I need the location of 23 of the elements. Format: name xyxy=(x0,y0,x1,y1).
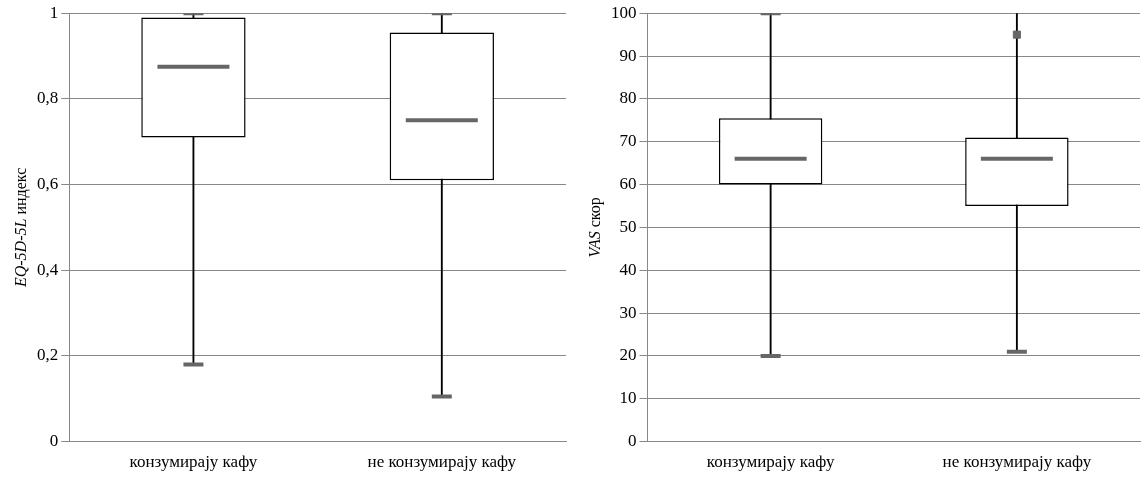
y-tick-label: 50 xyxy=(619,216,637,236)
y-tick-label: 0,6 xyxy=(37,174,59,194)
y-tick-label: 80 xyxy=(619,88,637,108)
y-tick-label: 0 xyxy=(49,431,59,451)
y-tick-label: 40 xyxy=(619,259,637,279)
x-tick-label: не конзумирају кафу xyxy=(367,452,517,472)
y-axis-title: VAS скор xyxy=(586,197,605,258)
y-axis-title: EQ-5D-5L индекс xyxy=(12,167,31,289)
y-tick-label: 0,8 xyxy=(37,88,59,108)
y-tick-label: 100 xyxy=(611,2,637,22)
x-tick-label: конзумирају кафу xyxy=(129,452,258,472)
y-tick-label: 60 xyxy=(619,174,637,194)
y-tick-label: 30 xyxy=(619,302,637,322)
y-tick-label: 90 xyxy=(619,45,637,65)
y-tick-label: 0,2 xyxy=(37,345,59,365)
y-tick-label: 0,4 xyxy=(37,259,59,279)
y-tick-label: 20 xyxy=(619,345,637,365)
x-tick-label: конзумирају кафу xyxy=(706,452,835,472)
y-tick-label: 0 xyxy=(628,431,637,451)
y-tick-label: 1 xyxy=(49,2,59,22)
y-tick-label: 70 xyxy=(619,131,637,151)
y-tick-label: 10 xyxy=(619,388,637,408)
x-tick-label: не конзумирају кафу xyxy=(942,452,1092,472)
